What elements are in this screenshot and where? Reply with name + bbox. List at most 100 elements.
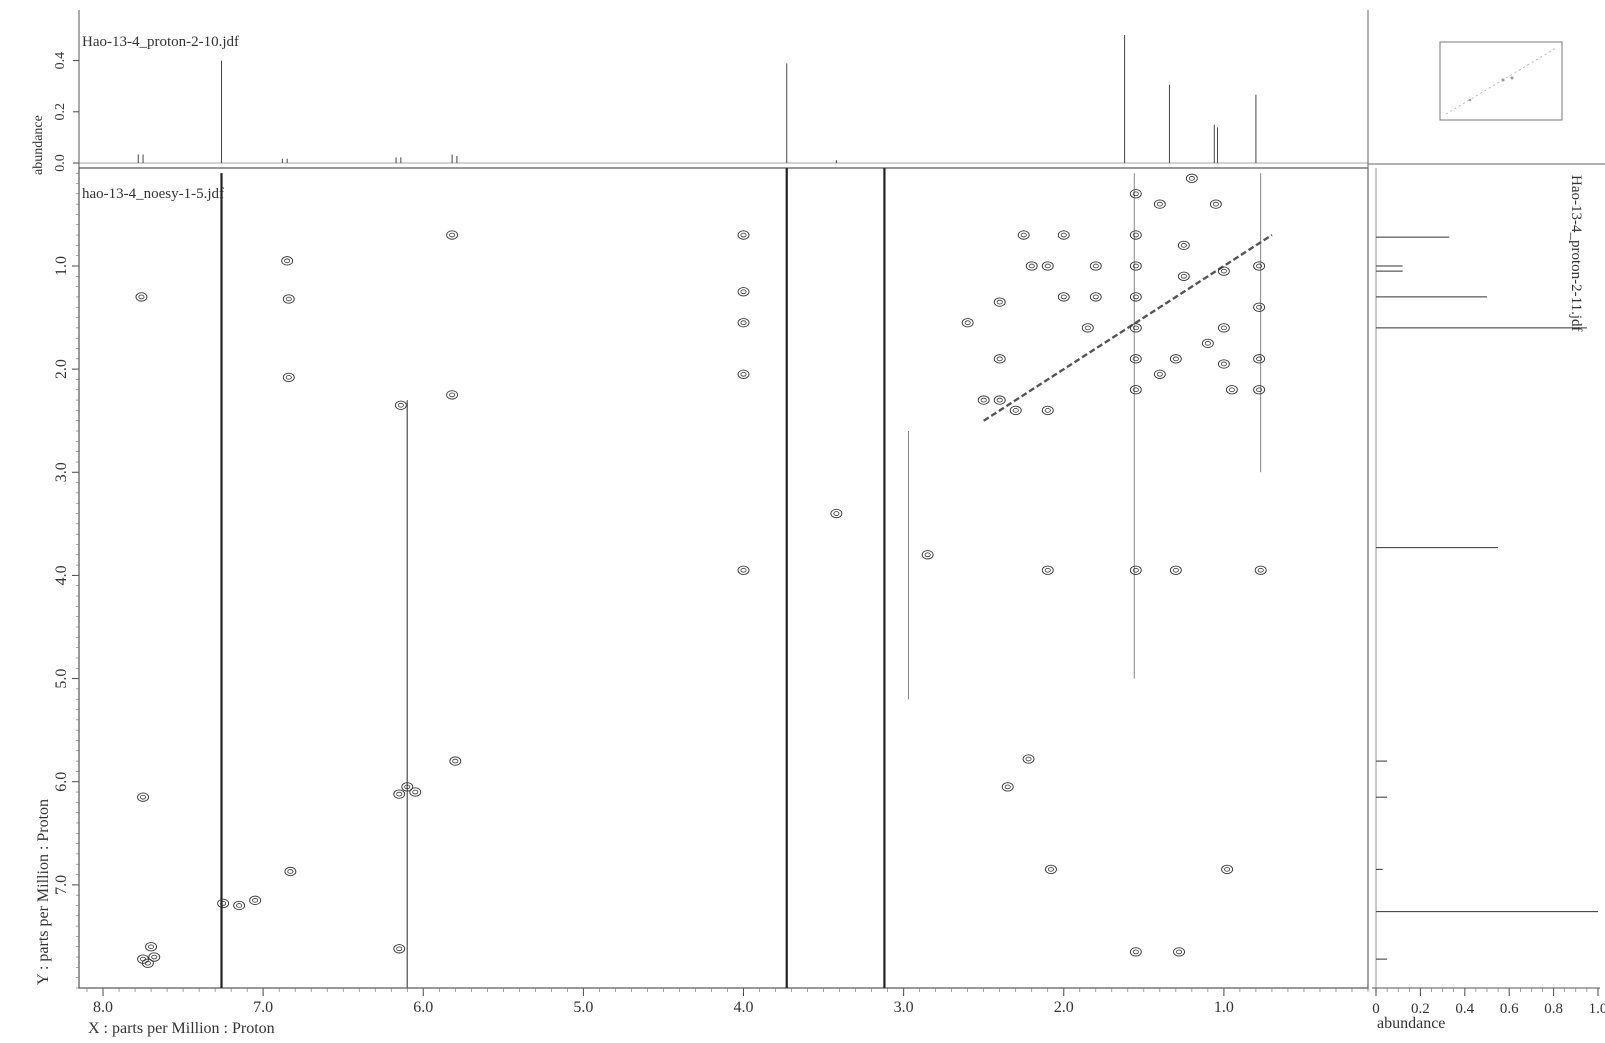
contour-inner (252, 898, 259, 903)
contour-outer (1173, 947, 1186, 957)
cross-peak (1253, 354, 1266, 364)
contour-inner (1188, 176, 1195, 181)
contour-outer (1169, 565, 1182, 575)
cross-peak (1129, 565, 1142, 575)
cross-peak (1129, 261, 1142, 271)
contour-inner (964, 320, 971, 326)
top-y-tick-label: 0.2 (53, 103, 68, 121)
contour-inner (980, 397, 987, 403)
contour-outer (1001, 782, 1014, 792)
cross-peak (1225, 385, 1238, 395)
contour-outer (282, 372, 295, 383)
contour-outer (1129, 385, 1142, 395)
cross-peak (1045, 864, 1057, 875)
cross-peak (1253, 302, 1266, 312)
contour-outer (993, 297, 1006, 307)
contour-inner (1132, 294, 1139, 300)
contour-inner (1132, 232, 1139, 238)
cross-peak (1041, 565, 1054, 575)
cross-peak (1129, 354, 1142, 364)
contour-inner (740, 371, 747, 377)
cross-peak (737, 565, 750, 575)
contour-outer (446, 230, 459, 240)
cross-peak (1001, 782, 1014, 792)
cross-peak (737, 287, 750, 297)
cross-peak (1129, 323, 1142, 333)
contour-inner (1256, 304, 1263, 310)
contour-inner (740, 567, 747, 573)
contour-outer (993, 354, 1006, 364)
contour-outer (737, 287, 750, 297)
contour-outer (1129, 292, 1142, 302)
contour-outer (135, 292, 148, 302)
contour-inner (1044, 263, 1051, 269)
right-x-tick-label: 0 (1372, 1001, 1380, 1017)
contour-outer (449, 756, 462, 766)
cross-peak (1177, 240, 1190, 251)
contour-outer (1253, 385, 1266, 395)
contour-inner (220, 901, 227, 906)
contour-outer (1129, 323, 1142, 333)
cross-peak (1173, 947, 1186, 957)
contour-outer (977, 395, 990, 405)
contour-inner (148, 944, 155, 950)
cross-peak (830, 508, 843, 519)
contour-outer (1129, 261, 1142, 271)
right-x-tick-label: 0.8 (1544, 1001, 1563, 1017)
x-tick-label: 7.0 (253, 999, 273, 1016)
y-tick-label: 2.0 (53, 359, 70, 379)
contour-outer (1025, 261, 1038, 271)
contour-inner (138, 294, 145, 300)
contour-inner (1084, 325, 1091, 331)
contour-outer (1253, 261, 1266, 271)
cross-peak (137, 792, 149, 802)
contour-outer (1177, 240, 1190, 251)
cross-peak (993, 354, 1006, 364)
cross-peak (409, 787, 422, 797)
contour-outer (1009, 405, 1022, 416)
cross-peak (1217, 266, 1230, 276)
contour-outer (737, 565, 750, 575)
contour-inner (1224, 867, 1231, 872)
contour-outer (394, 400, 407, 410)
contour-inner (1044, 408, 1051, 413)
cross-peak (1041, 261, 1054, 271)
cross-peak (1129, 385, 1142, 395)
cross-peak (281, 256, 294, 266)
right-x-tick-label: 0.6 (1500, 1001, 1519, 1017)
contour-inner (1044, 567, 1051, 573)
cross-peak (145, 942, 158, 952)
top-y-tick-label: 0.0 (53, 154, 68, 172)
contour-outer (148, 952, 161, 962)
contour-outer (1217, 266, 1230, 276)
cross-peak (993, 297, 1006, 307)
vertical-streaks (220, 168, 1273, 988)
cross-peak (135, 292, 148, 302)
contour-inner (449, 232, 456, 238)
contour-outer (233, 900, 246, 911)
y-tick-label: 4.0 (53, 565, 70, 585)
cross-peak (249, 895, 262, 905)
x-tick-label: 5.0 (573, 999, 593, 1016)
contour-inner (740, 232, 747, 238)
contour-inner (1256, 387, 1263, 393)
contour-inner (1204, 341, 1211, 346)
contour-outer (961, 318, 974, 328)
contour-outer (1022, 754, 1035, 764)
right-spectrum-title: Hao-13-4_proton-2-11.jdf (1568, 175, 1584, 332)
contour-inner (996, 356, 1003, 362)
cross-peak (1017, 230, 1030, 240)
x-tick-label: 2.0 (1054, 999, 1074, 1016)
contour-inner (1220, 361, 1227, 367)
cross-peak (1129, 189, 1142, 199)
cross-peak (1081, 323, 1094, 333)
right-x-tick-label: 0.2 (1411, 1001, 1430, 1017)
contour-inner (236, 903, 243, 908)
contour-outer (1057, 230, 1070, 240)
cross-peak (1022, 754, 1035, 764)
cross-peak (393, 944, 406, 954)
cross-peak (141, 958, 154, 968)
contour-inner (452, 758, 459, 764)
